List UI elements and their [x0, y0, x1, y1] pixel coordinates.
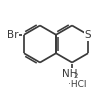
Text: Br: Br — [7, 30, 18, 40]
Text: S: S — [85, 30, 91, 40]
Text: ·HCl: ·HCl — [68, 80, 86, 89]
Text: 2: 2 — [73, 73, 77, 79]
Text: NH: NH — [62, 69, 77, 79]
